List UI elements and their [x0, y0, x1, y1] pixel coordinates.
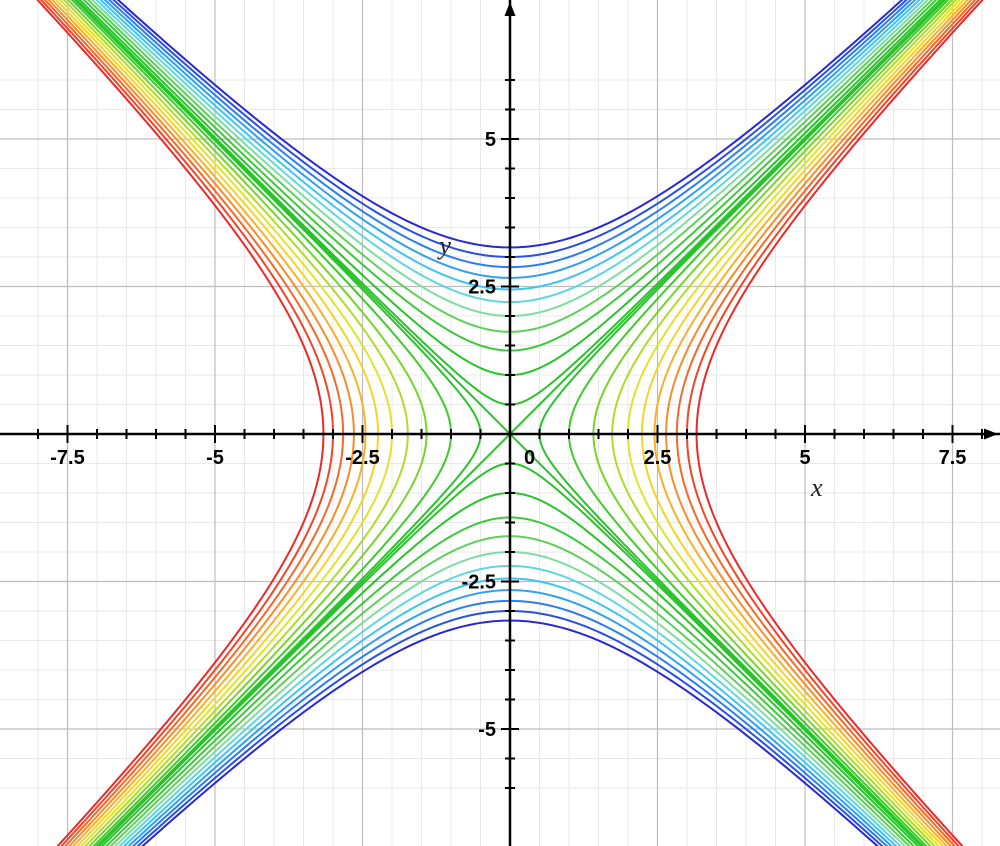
svg-text:-7.5: -7.5 — [50, 447, 84, 469]
svg-text:7.5: 7.5 — [939, 447, 967, 469]
svg-text:2.5: 2.5 — [644, 447, 672, 469]
svg-text:-5: -5 — [206, 447, 224, 469]
svg-text:2.5: 2.5 — [468, 277, 496, 299]
contour-curves — [0, 0, 1000, 846]
svg-text:5: 5 — [485, 129, 496, 151]
svg-text:-5: -5 — [478, 719, 496, 741]
svg-text:0: 0 — [524, 447, 535, 469]
hyperbola-contour-plot: -7.5 -5 -2.5 0 2.5 5 7.5 -5 -2.5 2.5 5 x y — [0, 0, 1000, 846]
x-axis-label: x — [810, 473, 823, 502]
svg-text:-2.5: -2.5 — [462, 572, 496, 594]
svg-text:-2.5: -2.5 — [345, 447, 379, 469]
svg-text:5: 5 — [799, 447, 810, 469]
y-axis-label: y — [436, 231, 451, 260]
